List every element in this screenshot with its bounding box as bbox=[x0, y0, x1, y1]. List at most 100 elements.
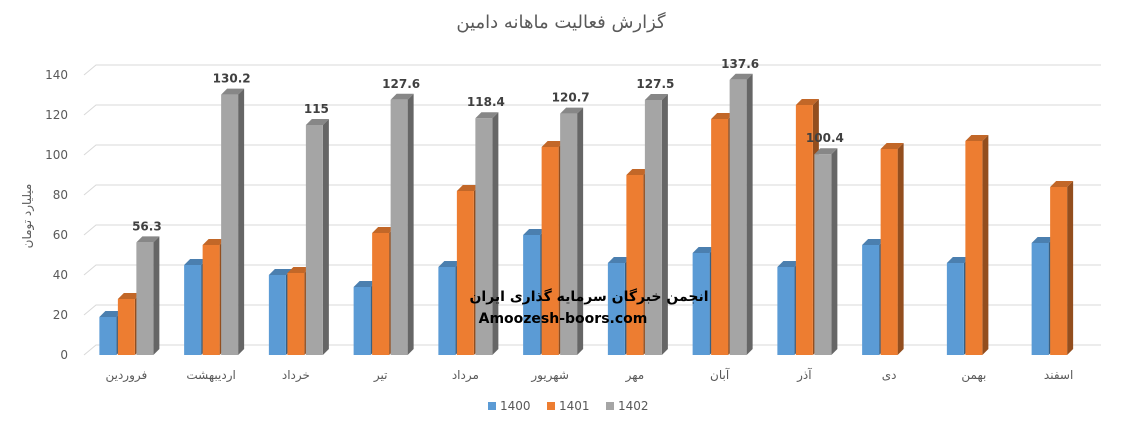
bar-side bbox=[746, 73, 753, 356]
bar-top bbox=[390, 93, 414, 100]
bar-top bbox=[880, 143, 904, 149]
bar-side bbox=[831, 148, 838, 355]
bar-side bbox=[238, 88, 245, 355]
bar-front bbox=[287, 273, 305, 355]
watermark-line-1: انجمن خبرگان سرمایه گذاری ایران bbox=[469, 288, 708, 305]
bar-front bbox=[184, 265, 202, 355]
bar-front bbox=[711, 119, 729, 355]
y-axis: 0 20 40 60 80 100 120 140 bbox=[45, 68, 68, 362]
legend-label: 1401 bbox=[559, 399, 590, 413]
bar-top bbox=[541, 141, 565, 147]
data-label: 115 bbox=[304, 102, 329, 116]
bar-top bbox=[607, 257, 631, 263]
y-tick-label: 0 bbox=[60, 348, 68, 362]
data-label: 127.5 bbox=[636, 77, 674, 91]
bar-front bbox=[729, 79, 747, 356]
y-tick-label: 100 bbox=[45, 148, 68, 162]
bar-front bbox=[268, 275, 286, 355]
data-label: 127.6 bbox=[382, 77, 420, 91]
bar-top bbox=[560, 107, 584, 114]
legend-swatch bbox=[606, 402, 614, 410]
legend-item-1401: 1401 bbox=[547, 399, 590, 413]
bar-front bbox=[1050, 187, 1068, 355]
legend-label: 1400 bbox=[500, 399, 531, 413]
bar-front bbox=[117, 299, 135, 355]
data-label: 118.4 bbox=[467, 95, 505, 109]
bar-top bbox=[221, 88, 245, 95]
data-labels: 56.3 130.2 115 127.6 118.4 120.7 127.5 137.6 100… bbox=[132, 57, 844, 234]
bar-front bbox=[777, 267, 795, 355]
data-label: 120.7 bbox=[552, 91, 590, 105]
bar-top bbox=[353, 281, 377, 287]
bar-top bbox=[372, 227, 396, 233]
legend: 1400 1401 1402 bbox=[488, 399, 649, 413]
legend-item-1402: 1402 bbox=[606, 399, 649, 413]
bar-front bbox=[814, 154, 832, 355]
bar-1402-3 bbox=[305, 119, 329, 355]
x-tick-label: بهمن bbox=[961, 368, 986, 383]
bar-top bbox=[777, 261, 801, 267]
bar-top bbox=[1031, 237, 1055, 243]
bar-front bbox=[560, 113, 578, 355]
data-label: 56.3 bbox=[132, 219, 162, 233]
bar-top bbox=[965, 135, 989, 141]
bar-1401-10 bbox=[880, 143, 904, 355]
bar-front bbox=[541, 147, 559, 355]
bar-front bbox=[692, 253, 710, 355]
legend-swatch bbox=[547, 402, 555, 410]
x-tick-label: آذر bbox=[796, 367, 812, 383]
bar-front bbox=[99, 317, 117, 355]
gridline bbox=[83, 184, 1101, 196]
gridline bbox=[83, 344, 1101, 356]
bar-front bbox=[202, 245, 220, 355]
bar-top bbox=[946, 257, 970, 263]
legend-label: 1402 bbox=[618, 399, 649, 413]
bar-side bbox=[492, 112, 499, 355]
bar-front bbox=[965, 141, 983, 355]
x-tick-label: اسفند bbox=[1044, 368, 1073, 382]
bar-front bbox=[475, 118, 493, 355]
bar-top bbox=[305, 119, 329, 125]
bar-side bbox=[897, 143, 904, 355]
data-label: 130.2 bbox=[213, 72, 251, 86]
bar-top bbox=[136, 236, 160, 243]
bar-front bbox=[862, 245, 880, 355]
bar-front bbox=[372, 233, 390, 355]
x-tick-label: تیر bbox=[373, 368, 388, 383]
bar-front bbox=[523, 235, 541, 355]
x-tick-label: مهر bbox=[625, 368, 645, 383]
bar-front bbox=[607, 263, 625, 355]
bar-top bbox=[862, 239, 886, 245]
bar-front bbox=[221, 94, 239, 355]
bar-side bbox=[153, 236, 160, 355]
gridline bbox=[83, 64, 1101, 76]
x-tick-label: فروردین bbox=[105, 368, 147, 383]
bar-top bbox=[117, 293, 141, 299]
x-axis: فروردین اردیبهشت خرداد تیر مرداد شهریور مهر آبا… bbox=[105, 367, 1073, 383]
x-tick-label: اردیبهشت bbox=[186, 368, 235, 383]
bar-1401-12 bbox=[1050, 181, 1074, 355]
bar-1402-5 bbox=[475, 112, 499, 355]
bar-side bbox=[322, 119, 329, 355]
bar-side bbox=[407, 93, 414, 356]
bar-front bbox=[456, 191, 474, 355]
bar-top bbox=[626, 169, 650, 175]
x-tick-label: آبان bbox=[710, 367, 730, 382]
bar-1402-6 bbox=[560, 107, 584, 355]
x-tick-label: خرداد bbox=[282, 368, 310, 383]
bar-1402-2 bbox=[221, 88, 245, 355]
bar-top bbox=[644, 94, 668, 100]
bar-top bbox=[711, 113, 735, 119]
bar-front bbox=[353, 287, 371, 355]
bar-1402-4 bbox=[390, 93, 414, 356]
bar-1402-8 bbox=[729, 73, 753, 356]
bar-front bbox=[626, 175, 644, 355]
x-tick-label: شهریور bbox=[530, 368, 569, 383]
data-label: 137.6 bbox=[721, 57, 759, 71]
data-label: 100.4 bbox=[806, 131, 844, 145]
y-tick-label: 20 bbox=[53, 308, 68, 322]
y-tick-label: 120 bbox=[45, 108, 68, 122]
y-tick-label: 80 bbox=[53, 188, 68, 202]
legend-item-1400: 1400 bbox=[488, 399, 531, 413]
